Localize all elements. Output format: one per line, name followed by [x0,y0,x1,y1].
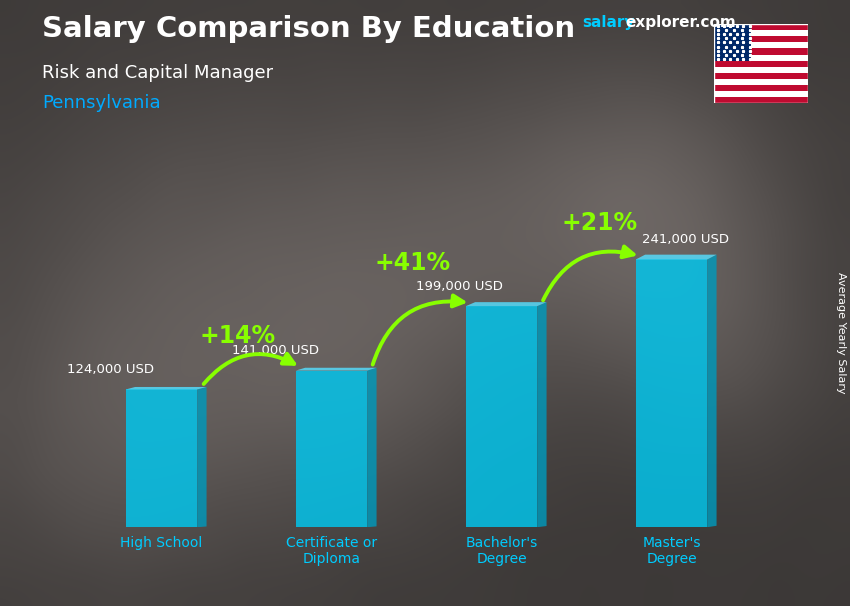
Text: Pennsylvania: Pennsylvania [42,94,162,112]
Polygon shape [296,368,377,370]
Polygon shape [367,368,377,527]
Bar [714,24,808,30]
Text: salary: salary [582,15,635,30]
Text: 241,000 USD: 241,000 USD [642,233,728,246]
Polygon shape [707,255,717,527]
Bar [714,91,808,97]
Text: +41%: +41% [375,251,451,275]
Text: +21%: +21% [562,211,638,235]
Polygon shape [296,370,367,527]
Polygon shape [126,390,197,527]
Bar [714,55,808,61]
Polygon shape [126,387,207,390]
Bar [714,67,808,73]
Bar [714,48,808,55]
Polygon shape [537,302,547,527]
Polygon shape [466,302,547,306]
Bar [714,24,751,61]
Text: 199,000 USD: 199,000 USD [416,280,502,293]
Bar [714,73,808,79]
Polygon shape [197,387,207,527]
Bar [714,42,808,48]
Bar [714,85,808,91]
Polygon shape [636,255,717,259]
Bar [714,79,808,85]
Text: Average Yearly Salary: Average Yearly Salary [836,273,846,394]
Bar [714,97,808,103]
Bar [714,36,808,42]
Polygon shape [636,259,707,527]
Text: 141,000 USD: 141,000 USD [232,344,319,357]
Text: 124,000 USD: 124,000 USD [67,363,154,376]
Bar [714,61,808,67]
Text: Risk and Capital Manager: Risk and Capital Manager [42,64,274,82]
Bar [714,30,808,36]
Text: Salary Comparison By Education: Salary Comparison By Education [42,15,575,43]
Text: +14%: +14% [200,324,275,348]
Polygon shape [466,306,537,527]
Text: explorer.com: explorer.com [626,15,736,30]
